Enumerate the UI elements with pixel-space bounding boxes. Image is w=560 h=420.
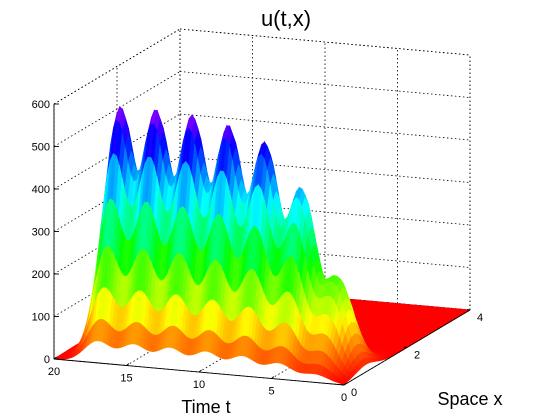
gridline-z <box>53 28 181 105</box>
t-tick-label: 15 <box>120 373 132 385</box>
box-edge <box>179 28 471 56</box>
t-tick-label: 10 <box>193 379 205 391</box>
gridline-z <box>179 71 471 98</box>
x-tick-label: 2 <box>414 350 420 362</box>
t-tick-mark <box>198 369 202 373</box>
t-tick-label: 20 <box>48 366 60 378</box>
t-tick-mark <box>126 363 130 366</box>
z-tick-label: 100 <box>32 312 50 324</box>
surface-patch <box>340 380 348 385</box>
z-tick-label: 200 <box>32 269 50 281</box>
t-tick-mark <box>271 376 275 379</box>
t-tick-label: 5 <box>268 386 274 398</box>
x-tick-mark <box>340 384 345 386</box>
gridline-z <box>179 113 471 141</box>
z-tick-label: 400 <box>32 184 50 196</box>
t-tick-label: 0 <box>341 392 347 404</box>
x-tick-mark <box>466 309 471 311</box>
z-tick-label: 0 <box>44 354 50 366</box>
x-axis-label-time: Time t <box>181 397 230 417</box>
x-tick-label: 0 <box>351 387 357 399</box>
z-tick-label: 300 <box>32 227 50 239</box>
y-axis-label-space: Space x <box>437 389 502 409</box>
x-tick-label: 4 <box>477 312 483 324</box>
t-tick-mark <box>343 382 347 386</box>
x-tick-mark <box>403 346 408 348</box>
z-tick-label: 500 <box>32 142 50 154</box>
z-tick-label: 600 <box>32 99 50 111</box>
surface-mesh <box>53 105 471 385</box>
t-tick-mark <box>53 356 57 360</box>
chart-title: u(t,x) <box>261 6 311 31</box>
gridline-z <box>179 28 471 56</box>
